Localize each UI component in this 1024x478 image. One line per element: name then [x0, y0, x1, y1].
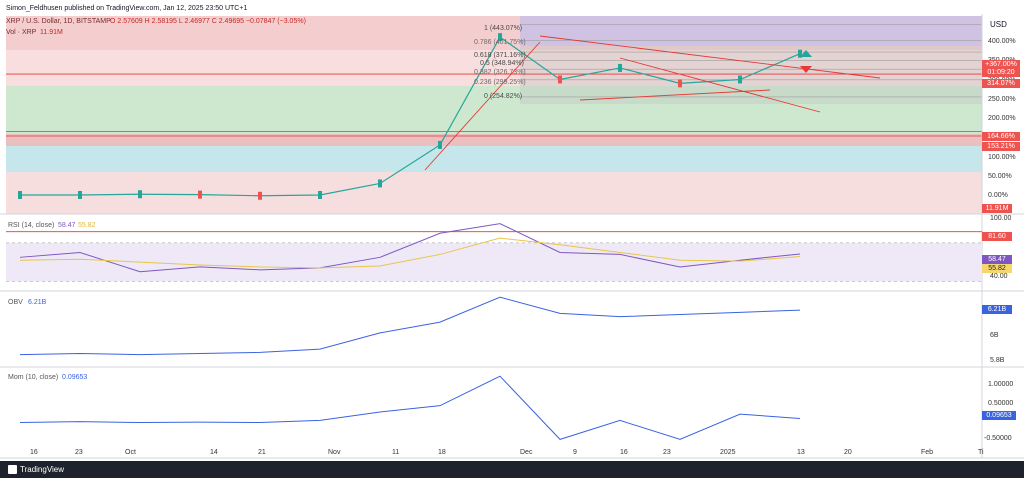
fib-label-1: 1 (443.07%) [484, 25, 523, 32]
price-candle-13 [798, 49, 802, 58]
mom-tick-neg05: -0.50000 [984, 435, 1012, 442]
time-tick-14: 20 [844, 449, 852, 456]
footer-bar: TradingView [0, 461, 1024, 478]
zone-purple [520, 16, 982, 46]
rsi-ma-value: 55.82 [78, 222, 96, 229]
price-tick-4: 200.00% [988, 115, 1016, 122]
price-candle-5 [318, 191, 322, 199]
obv-label[interactable]: OBV [8, 299, 23, 306]
price-candle-3 [198, 190, 202, 199]
price-candle-11 [678, 79, 682, 88]
symbol-name[interactable]: XRP / U.S. Dollar, 1D, BITSTAMP [6, 18, 111, 25]
time-tick-0: 16 [30, 449, 38, 456]
price-candle-8 [498, 33, 502, 42]
volume-value: 11.91M [40, 29, 63, 36]
zone-green [6, 86, 982, 134]
fib-label-0618: 0.618 (371.16%) [474, 52, 526, 59]
time-tick-5: Nov [328, 449, 341, 456]
price-line [20, 36, 801, 197]
price-candle-12 [738, 75, 742, 84]
zone-red-band [6, 134, 982, 146]
rsi-series-1 [19, 237, 801, 269]
obv-tick-58b: 5.8B [990, 357, 1005, 364]
trendline-3 [579, 89, 771, 101]
price-candle-0 [18, 191, 22, 199]
rsi-high-badge: 81.60 [982, 232, 1012, 241]
up-arrow-icon [800, 50, 812, 57]
level-badge-164: 164.66% [982, 132, 1020, 141]
price-candle-2 [138, 190, 142, 199]
trendline-2 [539, 35, 881, 79]
price-tick-8: 0.00% [988, 192, 1008, 199]
rsi-band [6, 242, 982, 282]
time-tick-1: 23 [75, 449, 83, 456]
price-tick-3: 250.00% [988, 95, 1016, 103]
price-candle-1 [78, 191, 82, 199]
fib-label-0: 0 (254.82%) [484, 93, 523, 100]
time-tick-4: 21 [258, 449, 266, 456]
time-tick-11: 23 [663, 449, 671, 456]
time-tick-3: 14 [210, 449, 218, 456]
mom-tick-05: 0.50000 [988, 400, 1014, 407]
obv-line [19, 296, 801, 356]
mom-tick-1: 1.00000 [988, 381, 1014, 388]
time-tick-7: 18 [438, 449, 446, 456]
volume-label[interactable]: Vol · XRP [6, 29, 37, 36]
price-candle-4 [258, 191, 262, 200]
rsi-series-0 [19, 223, 801, 273]
price-tick-0: 400.00% [988, 38, 1016, 45]
rsi-badge: 58.47 [982, 255, 1012, 264]
zone-red-bottom [6, 172, 982, 214]
trendline-1 [424, 41, 541, 171]
countdown-badge: 01:09:20 [982, 68, 1020, 77]
mom-line [19, 375, 801, 440]
rsi-label[interactable]: RSI (14, close) [8, 222, 55, 229]
fib-label-05: 0.5 (348.94%) [480, 60, 524, 67]
currency-label[interactable]: USD [990, 20, 1007, 29]
obv-badge: 6.21B [982, 305, 1012, 314]
price-candle-7 [438, 140, 442, 149]
price-tick-7: 50.00% [988, 172, 1012, 180]
rsi-ma-badge: 55.82 [982, 264, 1012, 273]
footer-brand[interactable]: TradingView [20, 465, 65, 474]
tradingview-logo-icon [8, 465, 17, 474]
fib-label-0236: 0.236 (299.25%) [474, 79, 526, 86]
rsi-value: 58.47 [58, 222, 76, 229]
time-tick-13: 13 [797, 449, 805, 456]
fib-label-0786: 0.786 (401.75%) [474, 39, 526, 46]
time-tick-15: Feb [921, 449, 934, 456]
mom-badge: 0.09653 [982, 411, 1016, 420]
time-tick-10: 16 [620, 449, 628, 456]
mom-value: 0.09653 [62, 374, 88, 381]
time-tick-9: 9 [573, 449, 577, 456]
fib-label-0382: 0.382 (326.73%) [474, 69, 526, 76]
rsi-tick-100: 100.00 [990, 215, 1012, 222]
vol-badge: 11.91M [982, 204, 1012, 213]
mom-label[interactable]: Mom (10, close) [8, 374, 59, 381]
time-tick-12: 2025 [720, 449, 736, 456]
obv-tick-6b: 6B [990, 332, 999, 339]
price-candle-9 [558, 75, 562, 84]
time-tick-16: Ti [978, 449, 984, 456]
level-badge-314: 314.07% [982, 79, 1020, 88]
trendline-4 [619, 57, 821, 113]
ohlc-readout: O 2.57609 H 2.58195 L 2.46977 C 2.49695 … [110, 18, 306, 25]
down-arrow-icon [800, 66, 812, 73]
price-tick-6: 100.00% [988, 153, 1016, 161]
publisher-line: Simon_Feldhusen published on TradingView… [6, 5, 248, 12]
rsi-tick-40: 40.00 [990, 273, 1008, 280]
obv-value: 6.21B [28, 299, 47, 306]
level-badge-153: 153.21% [982, 142, 1020, 151]
price-candle-10 [618, 63, 622, 72]
time-tick-2: Oct [125, 449, 136, 456]
price-candle-6 [378, 179, 382, 188]
price-change-badge: +367.00% [982, 60, 1020, 69]
time-tick-8: Dec [520, 449, 533, 456]
time-tick-6: 11 [392, 449, 400, 456]
zone-cyan [6, 146, 982, 172]
